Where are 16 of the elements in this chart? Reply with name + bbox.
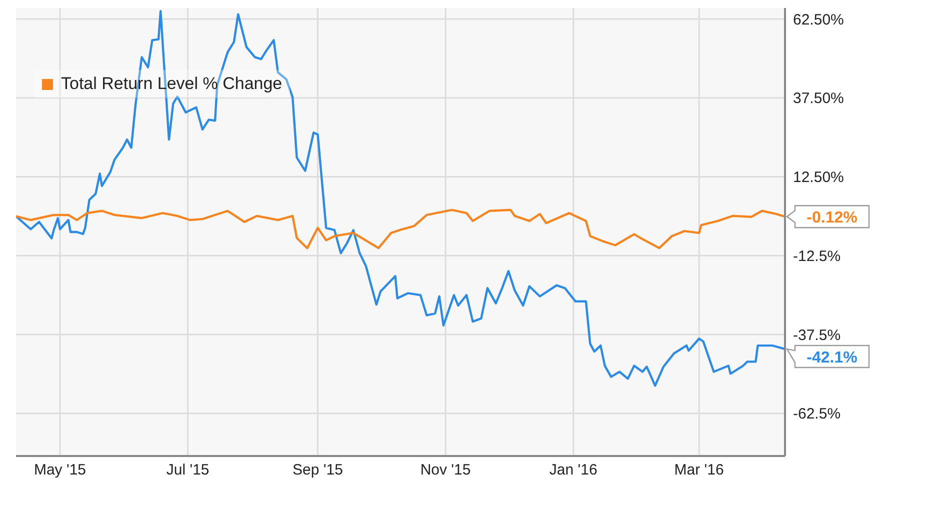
y-tick-label: 37.50% [793,90,844,108]
y-tick-label: 62.50% [793,11,844,28]
x-tick-label: May '15 [34,462,86,479]
y-tick-label: -37.5% [793,326,841,344]
y-tick-label: -12.5% [793,248,841,265]
line-series [16,208,785,250]
x-tick-label: Jul '15 [166,462,210,479]
line-series [16,10,785,387]
x-tick-label: Mar '16 [674,462,724,479]
x-tick-label: Sep '15 [292,462,343,479]
data-label: -0.12% [806,210,858,227]
y-tick-label: 12.50% [793,169,844,186]
data-label: -42.1% [806,350,858,367]
y-tick-label: -62.5% [793,406,841,423]
x-tick-label: Nov '15 [420,462,471,479]
x-tick-label: Jan '16 [549,462,598,479]
